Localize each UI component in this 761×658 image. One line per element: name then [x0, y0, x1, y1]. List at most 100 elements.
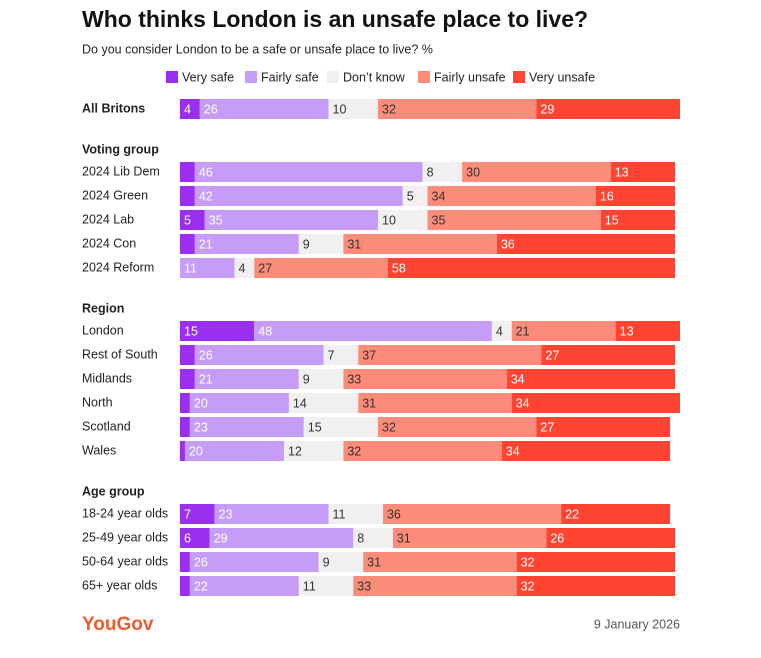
bar-segment — [541, 345, 676, 365]
bar-segment — [180, 441, 185, 461]
category-label: 2024 Lib Dem — [82, 164, 160, 178]
value-label: 7 — [184, 507, 191, 521]
bar-segment — [254, 258, 388, 278]
value-label: 34 — [506, 444, 520, 458]
value-label: 8 — [357, 531, 364, 545]
legend-label: Very unsafe — [529, 70, 595, 84]
bar-segment — [378, 99, 537, 119]
value-label: 5 — [407, 189, 414, 203]
category-label: Midlands — [82, 371, 132, 385]
bar-segment — [283, 441, 344, 461]
value-label: 9 — [303, 237, 310, 251]
bar-segment — [511, 393, 680, 413]
value-label: 4 — [496, 324, 503, 338]
bar-segment — [343, 369, 507, 389]
category-label: 2024 Reform — [82, 260, 154, 274]
bar-segment — [343, 234, 497, 254]
source-logo: YouGov — [82, 614, 154, 635]
value-label: 14 — [293, 396, 307, 410]
value-label: 5 — [184, 213, 191, 227]
bar-segment — [298, 234, 344, 254]
value-label: 27 — [545, 348, 559, 362]
category-label: 18-24 year olds — [82, 506, 168, 520]
value-label: 32 — [521, 579, 535, 593]
value-label: 4 — [238, 261, 245, 275]
legend-swatch — [166, 71, 178, 83]
value-label: 16 — [600, 189, 614, 203]
bar-segment — [180, 417, 190, 437]
bar-segment — [427, 210, 601, 230]
category-label: 50-64 year olds — [82, 554, 168, 568]
value-label: 20 — [189, 444, 203, 458]
bar-segment — [358, 393, 512, 413]
value-label: 46 — [199, 165, 213, 179]
group-title: Voting group — [82, 142, 159, 156]
category-label: Wales — [82, 443, 116, 457]
value-label: 23 — [194, 420, 208, 434]
value-label: 23 — [219, 507, 233, 521]
value-label: 48 — [258, 324, 272, 338]
value-label: 37 — [362, 348, 376, 362]
bar-segment — [496, 234, 676, 254]
bar-segment — [387, 258, 676, 278]
value-label: 9 — [303, 372, 310, 386]
value-label: 22 — [194, 579, 208, 593]
bar-segment — [180, 369, 195, 389]
legend-label: Don’t know — [343, 70, 406, 84]
value-label: 32 — [521, 555, 535, 569]
category-label: London — [82, 323, 124, 337]
value-label: 36 — [387, 507, 401, 521]
category-label: Rest of South — [82, 347, 158, 361]
value-label: 11 — [303, 579, 316, 593]
bar-segment — [180, 162, 195, 182]
legend-swatch — [327, 71, 339, 83]
category-label: Scotland — [82, 419, 131, 433]
bar-segment — [209, 528, 354, 548]
value-label: 15 — [308, 420, 322, 434]
value-label: 26 — [199, 348, 213, 362]
bar-segment — [561, 504, 671, 524]
value-label: 29 — [214, 531, 228, 545]
value-label: 35 — [432, 213, 446, 227]
bar-segment — [204, 210, 379, 230]
category-label: 2024 Con — [82, 236, 136, 250]
value-label: 21 — [516, 324, 530, 338]
value-label: 21 — [199, 237, 213, 251]
bar-segment — [180, 504, 215, 524]
category-label: 65+ year olds — [82, 578, 157, 592]
bar-segment — [298, 576, 354, 596]
bar-segment — [328, 99, 379, 119]
value-label: 32 — [382, 420, 396, 434]
bar-segment — [194, 162, 423, 182]
category-label: 25-49 year olds — [82, 530, 168, 544]
value-label: 27 — [540, 420, 554, 434]
bar-segment — [189, 576, 299, 596]
bar-segment — [536, 99, 680, 119]
value-label: 34 — [432, 189, 446, 203]
bar-segment — [234, 258, 255, 278]
bar-segment — [378, 417, 537, 437]
value-label: 42 — [199, 189, 213, 203]
value-label: 9 — [323, 555, 330, 569]
bar-segment — [288, 393, 359, 413]
value-label: 34 — [511, 372, 525, 386]
bar-segment — [328, 504, 383, 524]
bar-segment — [180, 552, 190, 572]
bar-segment — [323, 345, 359, 365]
value-label: 29 — [540, 102, 554, 116]
bar-segment — [353, 576, 517, 596]
bar-segment — [189, 552, 319, 572]
date: 9 January 2026 — [594, 617, 680, 631]
value-label: 31 — [347, 237, 361, 251]
value-label: 21 — [199, 372, 213, 386]
bar-segment — [511, 321, 616, 341]
category-label: North — [82, 395, 113, 409]
bar-segment — [610, 162, 676, 182]
bar-segment — [194, 186, 403, 206]
value-label: 33 — [357, 579, 371, 593]
group-title: Age group — [82, 484, 145, 498]
bar-segment — [184, 441, 284, 461]
bar-segment — [491, 321, 512, 341]
value-label: 58 — [392, 261, 406, 275]
